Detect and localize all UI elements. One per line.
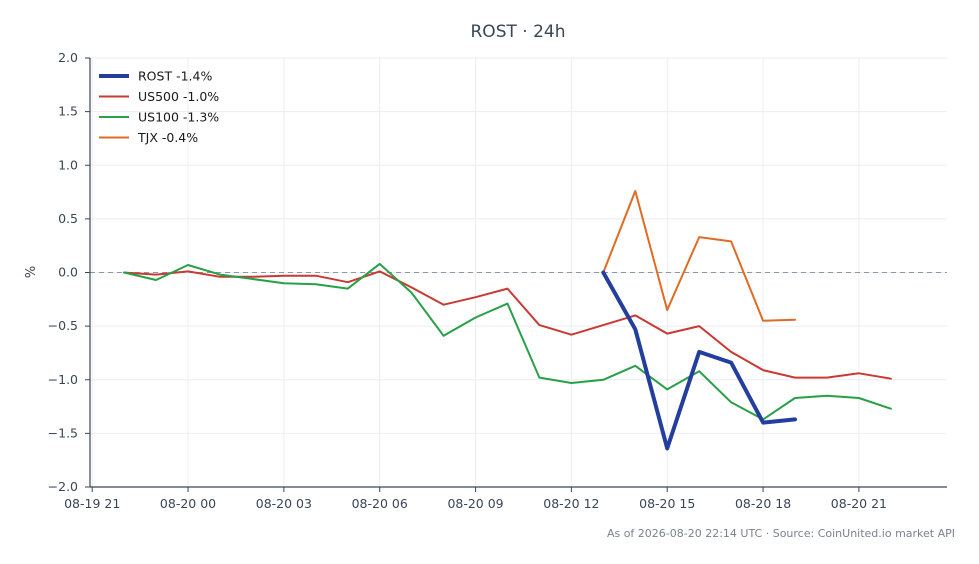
y-tick-label: 1.5 bbox=[58, 104, 78, 119]
x-tick-label: 08-20 09 bbox=[447, 496, 503, 511]
y-tick-label: −1.5 bbox=[48, 425, 78, 440]
x-tick-label: 08-20 12 bbox=[543, 496, 599, 511]
chart-title: ROST · 24h bbox=[471, 22, 566, 42]
legend-label: US500 -1.0% bbox=[138, 89, 219, 104]
legend-label: ROST -1.4% bbox=[138, 69, 212, 84]
x-tick-label: 08-20 21 bbox=[831, 496, 887, 511]
legend-label: TJX -0.4% bbox=[137, 130, 198, 145]
y-tick-label: 2.0 bbox=[58, 50, 78, 65]
legend-label: US100 -1.3% bbox=[138, 110, 219, 125]
x-tick-label: 08-20 15 bbox=[639, 496, 695, 511]
x-tick-label: 08-19 21 bbox=[64, 496, 120, 511]
y-tick-label: −1.0 bbox=[48, 372, 78, 387]
y-tick-label: −2.0 bbox=[48, 479, 78, 494]
series-line-rost bbox=[601, 270, 797, 451]
series-line-us500 bbox=[123, 270, 892, 380]
y-tick-label: −0.5 bbox=[48, 318, 78, 333]
series-layer bbox=[123, 190, 892, 451]
x-tick-label: 08-20 00 bbox=[160, 496, 216, 511]
source-note: As of 2026-08-20 22:14 UTC · Source: Coi… bbox=[607, 527, 955, 540]
axes: 2.0 1.5 1.0 0.5 0.0 −0.5 −1.0 −1.5 −2.0 08-19 21 0… bbox=[48, 50, 947, 511]
y-axis-label: % bbox=[24, 266, 39, 278]
series-line-tjx bbox=[602, 190, 796, 322]
x-tick-label: 08-20 03 bbox=[256, 496, 312, 511]
series-line-us100 bbox=[123, 262, 892, 421]
y-tick-label: 0.0 bbox=[58, 265, 78, 280]
y-tick-label: 0.5 bbox=[58, 211, 78, 226]
legend: ROST -1.4% US500 -1.0% US100 -1.3% TJX -0.4… bbox=[99, 69, 219, 145]
x-tick-label: 08-20 06 bbox=[352, 496, 408, 511]
x-tick-label: 08-20 18 bbox=[735, 496, 791, 511]
y-tick-label: 1.0 bbox=[58, 157, 78, 172]
